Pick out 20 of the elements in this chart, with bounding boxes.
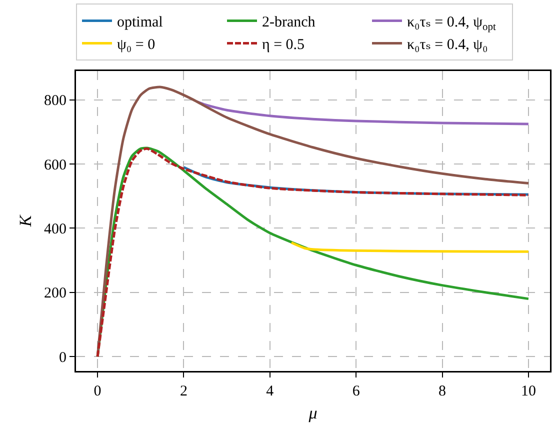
x-tick-label: 10 xyxy=(520,384,536,400)
x-tick-label: 6 xyxy=(352,384,360,400)
y-tick-label: 600 xyxy=(44,157,66,174)
legend-label: optimal xyxy=(117,14,163,31)
y-tick-label: 800 xyxy=(44,93,66,110)
y-axis-title: K xyxy=(16,214,35,228)
x-tick-label: 4 xyxy=(266,384,274,400)
legend-label: ψ₀ = 0 xyxy=(117,37,156,54)
x-tick-label: 2 xyxy=(180,384,188,400)
y-tick-label: 400 xyxy=(44,221,66,238)
legend-label: κ₀τₛ = 0.4, ψ$_{opt}$ xyxy=(407,14,496,33)
y-tick-label: 200 xyxy=(44,286,66,302)
x-axis-title: μ xyxy=(308,404,318,423)
line-series xyxy=(290,241,530,253)
legend-label: κ₀τₛ = 0.4, ψ₀ xyxy=(407,37,488,54)
legend-label: η = 0.5 xyxy=(262,37,305,54)
legend-label: 2-branch xyxy=(262,14,316,31)
y-tick-label: 0 xyxy=(59,350,66,366)
x-tick-label: 0 xyxy=(94,384,102,400)
x-tick-label: 8 xyxy=(438,384,446,400)
